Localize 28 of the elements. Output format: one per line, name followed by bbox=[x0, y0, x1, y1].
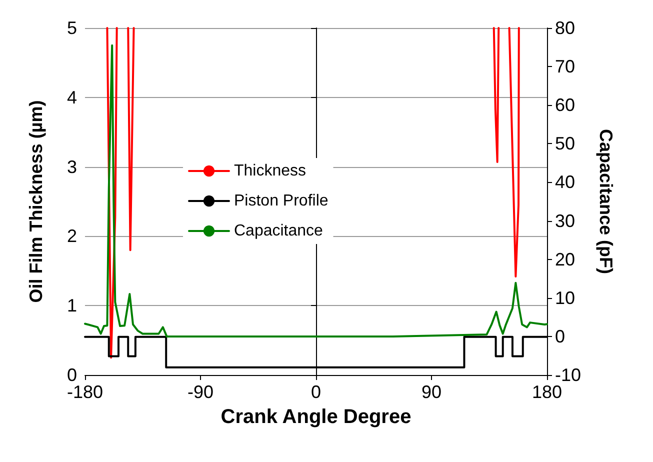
legend-label: Piston Profile bbox=[234, 192, 328, 210]
y2-tick-label: -10 bbox=[555, 365, 582, 385]
line-series bbox=[84, 44, 548, 338]
x-tick-label: 90 bbox=[421, 382, 442, 402]
y-tick-label: 2 bbox=[66, 226, 77, 246]
y2-axis-title: Capacitance (pF) bbox=[596, 128, 616, 274]
legend-label: Capacitance bbox=[234, 222, 324, 240]
y2-tick-label: 80 bbox=[555, 18, 576, 38]
x-axis-title: Crank Angle Degree bbox=[220, 406, 412, 428]
y2-tick-label: 60 bbox=[555, 95, 576, 116]
y2-tick-label: 30 bbox=[555, 210, 576, 231]
y-tick-label: 0 bbox=[66, 365, 77, 385]
y-tick-label: 4 bbox=[66, 87, 77, 108]
y2-tick-label: 20 bbox=[555, 249, 576, 270]
y-tick-label: 5 bbox=[66, 18, 77, 38]
y-axis-title: Oil Film Thickness (µm) bbox=[26, 100, 46, 303]
x-tick-label: -180 bbox=[66, 382, 104, 402]
x-tick-label: 180 bbox=[532, 382, 562, 402]
y2-tick-label: 10 bbox=[555, 288, 576, 308]
legend-label: Thickness bbox=[234, 162, 306, 180]
y-tick-label: 3 bbox=[66, 156, 77, 177]
y2-tick-label: 0 bbox=[555, 326, 566, 346]
y2-tick-label: 40 bbox=[555, 172, 576, 192]
x-tick-label: -90 bbox=[187, 382, 214, 402]
y-tick-label: 1 bbox=[66, 296, 77, 316]
y2-tick-label: 70 bbox=[555, 56, 576, 77]
x-tick-label: 0 bbox=[310, 382, 322, 402]
y2-tick-label: 50 bbox=[555, 134, 576, 154]
